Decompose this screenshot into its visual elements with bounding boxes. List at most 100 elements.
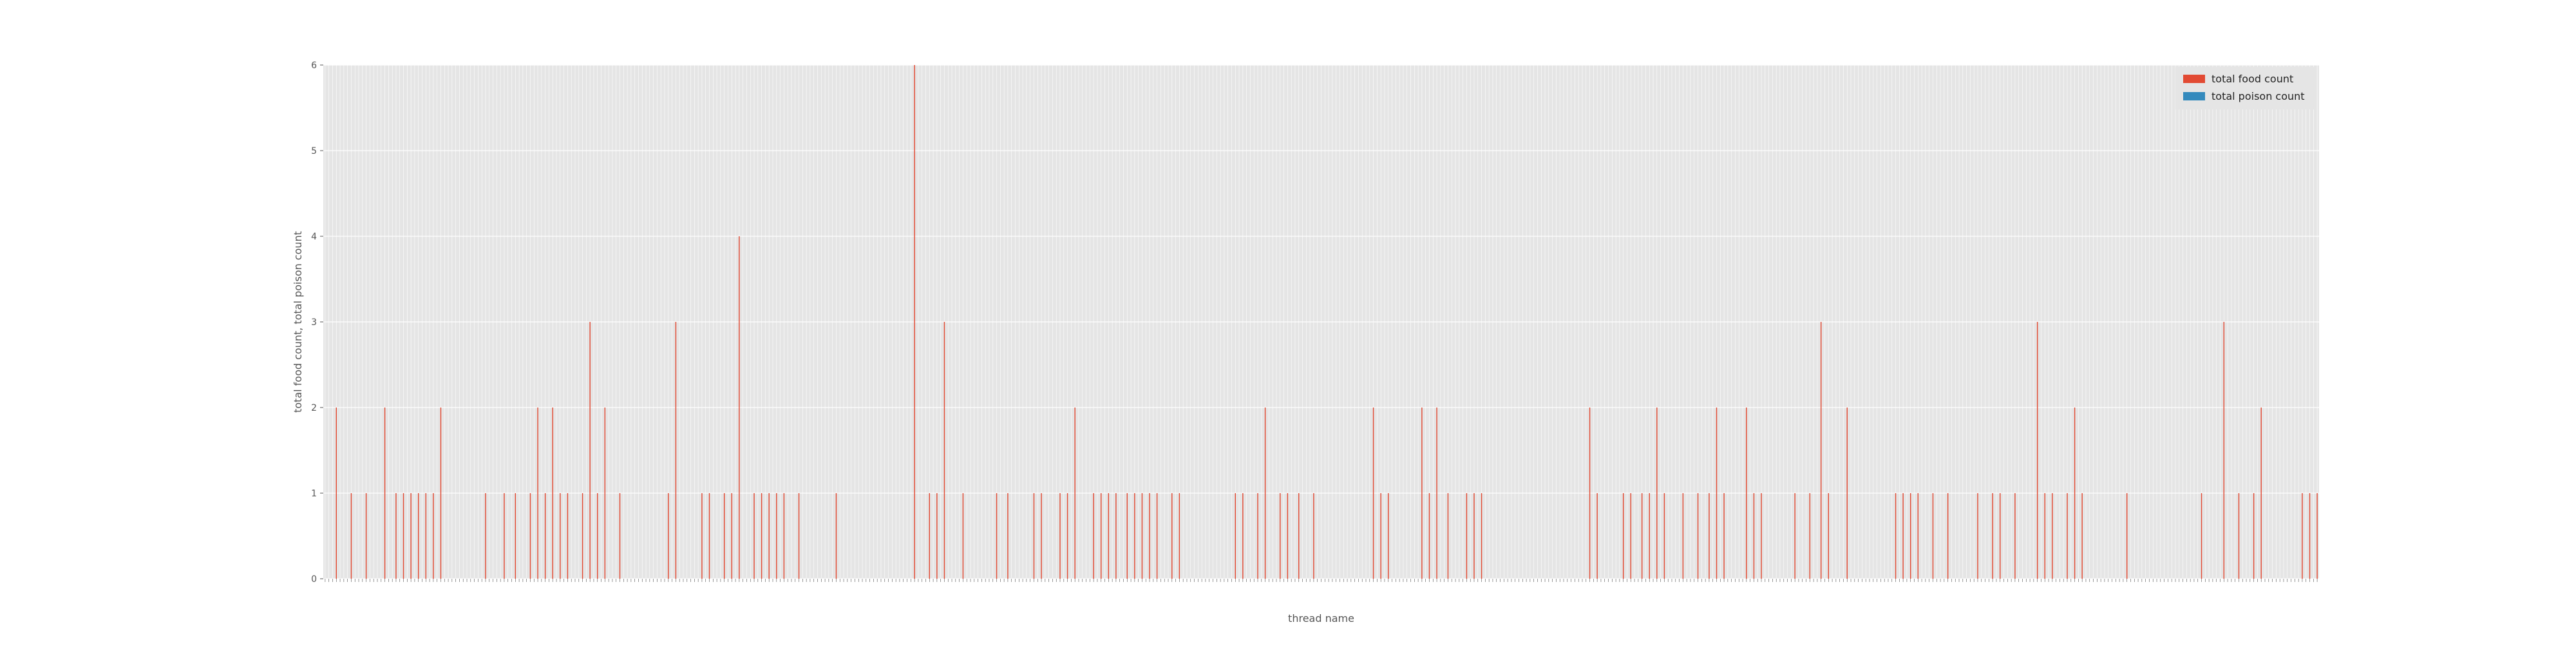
- y-axis: 0 1 2 3 4 5 6: [311, 61, 323, 585]
- bar-total-food: [768, 493, 770, 579]
- bar-total-food: [1481, 493, 1482, 579]
- bar-total-food: [537, 408, 538, 579]
- legend: total food count total poison count: [2175, 67, 2315, 109]
- legend-swatch-food: [2183, 75, 2205, 83]
- bar-total-food: [410, 493, 412, 579]
- y-tick-label: 0: [311, 574, 317, 585]
- bar-total-food: [835, 493, 837, 579]
- bar-total-food: [1473, 493, 1475, 579]
- bar-total-food: [529, 493, 531, 579]
- bar-total-food: [402, 493, 404, 579]
- bar-total-food: [1466, 493, 1468, 579]
- bar-total-food: [1828, 493, 1830, 579]
- bar-total-food: [1298, 493, 1300, 579]
- bar-total-food: [2316, 493, 2318, 579]
- bar-total-food: [1074, 408, 1075, 579]
- bar-total-food: [1663, 493, 1665, 579]
- bar-total-food: [336, 408, 337, 579]
- bar-total-food: [384, 408, 386, 579]
- bar-total-food: [567, 493, 569, 579]
- legend-label-food: total food count: [2211, 73, 2293, 85]
- legend-label-poison: total poison count: [2211, 90, 2305, 102]
- bar-total-food: [1126, 493, 1128, 579]
- bar-total-food: [589, 322, 591, 579]
- bar-total-food: [1257, 493, 1258, 579]
- bar-total-food: [1649, 493, 1650, 579]
- bar-total-food: [1947, 493, 1949, 579]
- bar-total-food: [515, 493, 516, 579]
- bar-total-food: [1179, 493, 1180, 579]
- bar-total-food: [1007, 493, 1009, 579]
- bar-total-food: [1115, 493, 1117, 579]
- bar-total-food: [1134, 493, 1135, 579]
- bar-total-food: [1287, 493, 1289, 579]
- bar-total-food: [2309, 493, 2311, 579]
- bar-total-food: [1066, 493, 1068, 579]
- x-axis-label: thread name: [1288, 612, 1354, 624]
- bar-total-food: [1313, 493, 1314, 579]
- bar-total-food: [936, 493, 938, 579]
- bar-total-food: [943, 322, 945, 579]
- bar-total-food: [1235, 493, 1236, 579]
- bar-total-food: [1716, 408, 1718, 579]
- bar-total-food: [1909, 493, 1911, 579]
- bar-total-food: [1059, 493, 1061, 579]
- bar-total-food: [1746, 408, 1747, 579]
- bar-total-food: [2253, 493, 2255, 579]
- bar-total-food: [2074, 408, 2076, 579]
- bar-total-food: [395, 493, 397, 579]
- bar-total-food: [1977, 493, 1978, 579]
- y-axis-label: total food count, total poison count: [292, 231, 304, 413]
- bar-total-food: [1895, 493, 1897, 579]
- bar-total-food: [2036, 322, 2038, 579]
- x-tick-marks: [325, 579, 2318, 582]
- bar-total-food: [761, 493, 762, 579]
- bar-total-food: [1108, 493, 1110, 579]
- y-tick-label: 6: [311, 61, 317, 71]
- bar-total-food: [1372, 408, 1374, 579]
- bar-total-food: [1171, 493, 1173, 579]
- bar-total-food: [485, 493, 486, 579]
- bar-total-food: [701, 493, 703, 579]
- bar-total-food: [1794, 493, 1795, 579]
- bar-total-food: [1596, 493, 1598, 579]
- bar-total-food: [1589, 408, 1591, 579]
- bar-total-food: [708, 493, 710, 579]
- bar-total-food: [2260, 408, 2262, 579]
- y-tick-label: 3: [311, 317, 317, 328]
- bar-total-food: [417, 493, 419, 579]
- y-tick-label: 1: [311, 489, 317, 499]
- bar-total-food: [1846, 408, 1848, 579]
- bar-total-food: [597, 493, 598, 579]
- bar-total-food: [582, 493, 583, 579]
- bar-total-food: [1723, 493, 1725, 579]
- legend-frame: [2175, 67, 2315, 109]
- bar-total-food: [1902, 493, 1904, 579]
- bar-total-food: [776, 493, 777, 579]
- y-tick-label: 4: [311, 232, 317, 242]
- bar-total-food: [1380, 493, 1381, 579]
- bars: [336, 65, 2318, 579]
- bar-total-food: [1622, 493, 1624, 579]
- y-tick-label: 2: [311, 403, 317, 413]
- bar-total-food: [2081, 493, 2083, 579]
- bar-total-food: [1992, 493, 1993, 579]
- bar-total-food: [350, 493, 352, 579]
- bar-total-food: [753, 493, 755, 579]
- bar-total-food: [1149, 493, 1150, 579]
- bar-total-food: [1428, 493, 1430, 579]
- bar-total-food: [1242, 493, 1244, 579]
- bar-total-food: [2014, 493, 2016, 579]
- bar-total-food: [1436, 408, 1437, 579]
- bar-total-food: [2126, 493, 2128, 579]
- bar-total-food: [1421, 408, 1423, 579]
- bar-total-food: [996, 493, 998, 579]
- legend-swatch-poison: [2183, 92, 2205, 100]
- bar-total-food: [1093, 493, 1094, 579]
- bar-total-food: [929, 493, 931, 579]
- y-tick-label: 5: [311, 146, 317, 156]
- bar-total-food: [2201, 493, 2202, 579]
- bar-total-food: [1656, 408, 1658, 579]
